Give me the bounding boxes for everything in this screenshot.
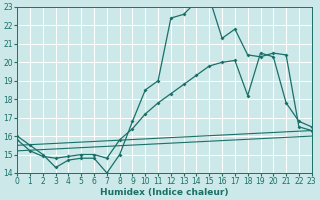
X-axis label: Humidex (Indice chaleur): Humidex (Indice chaleur) xyxy=(100,188,229,197)
